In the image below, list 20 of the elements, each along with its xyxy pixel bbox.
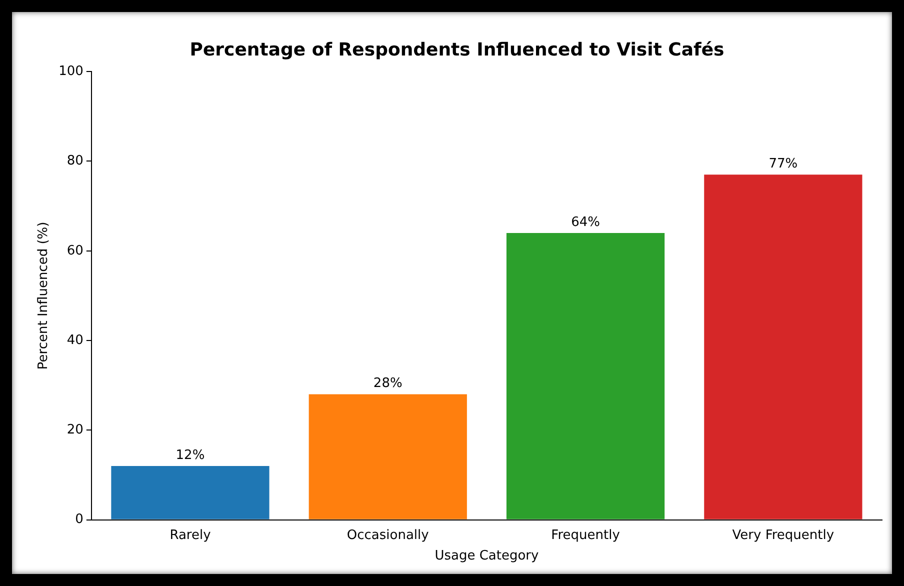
data-label: 64% (571, 214, 600, 230)
x-tick-label: Frequently (551, 528, 620, 543)
y-tick-label: 60 (66, 243, 84, 258)
bar (308, 394, 467, 520)
data-label: 28% (373, 376, 402, 392)
y-tick-label: 80 (66, 154, 84, 169)
bar (111, 466, 270, 520)
chart-title: Percentage of Respondents Influenced to Visit Cafés (190, 39, 724, 60)
y-tick-label: 20 (66, 422, 84, 438)
y-tick-label: 40 (66, 332, 84, 348)
bar (704, 174, 862, 520)
y-tick-label: 0 (75, 512, 84, 528)
bar (506, 232, 665, 520)
y-axis-title: Percent Influenced (%) (36, 222, 52, 370)
x-tick-label: Rarely (170, 528, 212, 543)
x-tick-label: Very Frequently (732, 528, 834, 543)
data-label: 77% (768, 156, 798, 172)
data-label: 12% (176, 448, 205, 463)
y-tick-label: 100 (58, 64, 84, 79)
x-tick-label: Occasionally (346, 528, 430, 543)
